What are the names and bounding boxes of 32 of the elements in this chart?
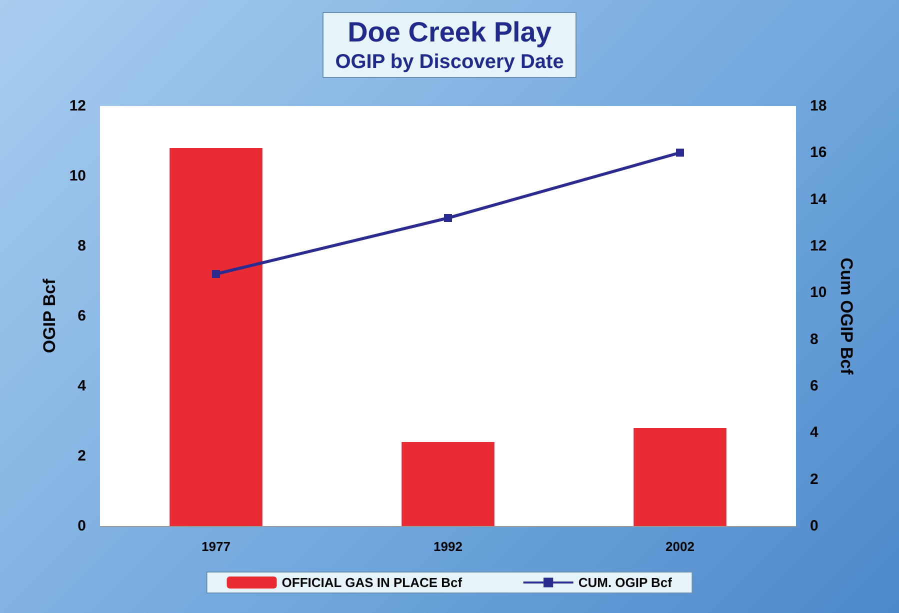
y-tick-label: 12 bbox=[69, 98, 86, 114]
bar bbox=[170, 148, 262, 526]
y2-tick-label: 16 bbox=[810, 144, 827, 162]
y2-tick-label: 4 bbox=[810, 424, 819, 442]
x-tick-label: 1992 bbox=[434, 539, 462, 554]
y-tick-label: 4 bbox=[78, 378, 87, 394]
y-tick-label: 10 bbox=[69, 168, 86, 184]
y2-tick-label: 6 bbox=[810, 378, 818, 394]
bar bbox=[634, 428, 726, 526]
chart-subtitle: OGIP by Discovery Date bbox=[335, 51, 564, 73]
y2-tick-label: 12 bbox=[810, 238, 827, 254]
y2-tick-label: 8 bbox=[810, 330, 818, 348]
legend-label: OFFICIAL GAS IN PLACE Bcf bbox=[282, 575, 463, 590]
y2-tick-label: 10 bbox=[810, 284, 827, 302]
y-tick-label: 2 bbox=[78, 448, 86, 464]
y2-tick-label: 18 bbox=[810, 98, 827, 114]
x-tick-label: 1977 bbox=[202, 539, 230, 554]
chart-title: Doe Creek Play bbox=[348, 16, 552, 48]
point bbox=[676, 148, 684, 157]
legend-label: CUM. OGIP Bcf bbox=[578, 575, 673, 590]
x-tick-label: 2002 bbox=[666, 539, 694, 554]
bar bbox=[402, 442, 494, 526]
y2-axis-title: Cum OGIP Bcf bbox=[837, 258, 856, 375]
y2-tick-label: 2 bbox=[810, 470, 818, 488]
y-axis-title: OGIP Bcf bbox=[40, 278, 59, 354]
y2-tick-label: 14 bbox=[810, 190, 828, 208]
y-tick-label: 6 bbox=[78, 308, 86, 324]
y-tick-label: 8 bbox=[78, 238, 86, 254]
y-tick-label: 0 bbox=[78, 518, 86, 534]
point bbox=[212, 270, 220, 278]
y2-tick-label: 0 bbox=[810, 518, 818, 534]
point bbox=[444, 214, 452, 222]
